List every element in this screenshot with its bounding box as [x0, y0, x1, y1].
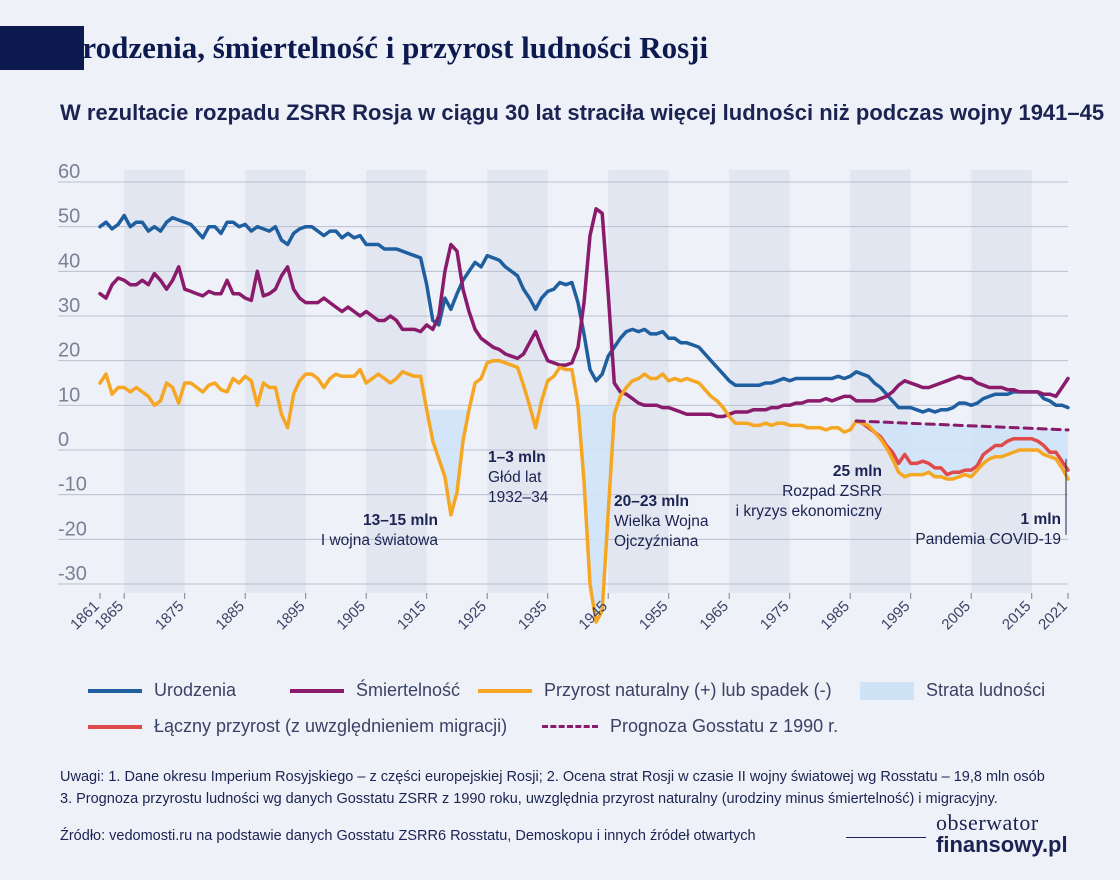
series-line — [98, 207, 1070, 419]
legend-label-natural: Przyrost naturalny (+) lub spadek (-) — [544, 680, 832, 700]
legend-label-total: Łączny przyrost (z uwzględnieniem migrac… — [154, 716, 508, 736]
annotation-text: I wojna światowa — [321, 532, 439, 549]
gridlines — [58, 181, 1069, 599]
shaded-column — [366, 170, 427, 593]
shaded-column — [850, 170, 911, 593]
x-tick-label: 2005 — [938, 598, 974, 634]
brand-logo-line-1: obserwator — [936, 810, 1039, 835]
brand-logo-line-2: finansowy.pl — [936, 832, 1068, 857]
annotation-label: 20–23 mln — [614, 493, 689, 510]
legend-item-births: Urodzenia — [88, 680, 236, 701]
legend-item-total: Łączny przyrost (z uwzględnieniem migrac… — [88, 716, 507, 737]
loss-areas — [426, 405, 1068, 622]
shaded-column — [124, 170, 185, 593]
y-tick-label: -30 — [58, 563, 87, 585]
loss-area — [577, 405, 615, 622]
legend-item-loss: Strata ludności — [860, 680, 1045, 701]
loss-area — [426, 409, 470, 515]
x-tick-label: 1995 — [878, 598, 914, 634]
legend-label-deaths: Śmiertelność — [356, 680, 461, 700]
shaded-column — [971, 170, 1032, 593]
annotation-text: Ojczyźniana — [614, 533, 699, 550]
legend-item-natural: Przyrost naturalny (+) lub spadek (-) — [478, 680, 832, 701]
legend-item-forecast: Prognoza Gosstatu z 1990 r. — [542, 716, 838, 737]
annotations: 13–15 mln I wojna światowa 1–3 mln Głód lat… — [321, 449, 1067, 550]
x-tick-label: 1915 — [394, 598, 430, 634]
series-line — [854, 419, 1070, 477]
annotation-label: 13–15 mln — [363, 512, 438, 529]
legend-swatch-natural — [478, 688, 532, 693]
y-tick-label: 30 — [58, 295, 80, 317]
legend-label-forecast: Prognoza Gosstatu z 1990 r. — [610, 716, 839, 736]
x-tick-label: 1945 — [575, 598, 611, 634]
annotation-text: Wielka Wojna — [614, 513, 709, 530]
y-tick-labels: 60 50 40 30 20 10 0 -10 -20 -30 — [58, 161, 87, 585]
legend-label-births: Urodzenia — [154, 680, 237, 700]
series-line — [98, 213, 1070, 414]
source-note: Źródło: vedomosti.ru na podstawie danych… — [60, 828, 756, 844]
legend-swatch-total — [88, 724, 142, 729]
x-tick-label: 2021 — [1035, 598, 1071, 634]
legend-swatch-births — [88, 688, 142, 693]
annotation-text: Pandemia COVID-19 — [915, 531, 1061, 548]
legend-swatch-forecast — [542, 725, 598, 728]
x-tick-label: 1955 — [636, 598, 672, 634]
page-title: Urodzenia, śmiertelność i przyrost ludno… — [60, 30, 709, 65]
legend-swatch-deaths — [290, 688, 344, 693]
x-tick-label: 2015 — [999, 598, 1035, 634]
y-tick-label: 10 — [58, 384, 80, 406]
shaded-column — [487, 170, 548, 593]
shaded-column — [608, 170, 669, 593]
x-tick-label: 1875 — [152, 598, 188, 634]
y-tick-label: 60 — [58, 161, 80, 183]
annotation-text: i kryzys ekonomiczny — [736, 503, 883, 520]
annotation-label: 1 mln — [1021, 511, 1061, 528]
annotation-text: 1932–34 — [488, 489, 549, 506]
x-tick-label: 1935 — [515, 598, 551, 634]
x-tick-label: 1925 — [454, 598, 490, 634]
annotation-label: 1–3 mln — [488, 449, 546, 466]
note-line-2: 3. Prognoza przyrostu ludności wg danych… — [60, 791, 998, 807]
y-tick-label: 40 — [58, 250, 80, 272]
x-tick-label: 1985 — [817, 598, 853, 634]
y-tick-label: 20 — [58, 340, 80, 362]
y-tick-label: -10 — [58, 474, 87, 496]
legend-label-loss: Strata ludności — [926, 680, 1046, 700]
series-lines — [98, 207, 1070, 624]
notes: Uwagi: 1. Dane okresu Imperium Rosyjskie… — [60, 766, 1110, 810]
x-tick-label: 1895 — [273, 598, 309, 634]
annotation-label: 25 mln — [833, 463, 882, 480]
series-line — [854, 419, 1070, 432]
loss-area — [856, 420, 1068, 480]
x-tick-label: 1865 — [91, 598, 127, 634]
y-tick-label: -20 — [58, 518, 87, 540]
x-tick-label: 1905 — [333, 598, 369, 634]
y-tick-label: 0 — [58, 429, 69, 451]
shaded-columns — [124, 170, 1032, 593]
note-line-1: Uwagi: 1. Dane okresu Imperium Rosyjskie… — [60, 769, 1045, 785]
annotation-text: Głód lat — [488, 469, 542, 486]
legend-swatch-loss — [860, 681, 914, 700]
series-line — [98, 358, 1070, 624]
legend-item-deaths: Śmiertelność — [290, 680, 460, 701]
page-subtitle: W rezultacie rozpadu ZSRR Rosja w ciągu … — [60, 100, 1105, 125]
x-tick-label: 1965 — [696, 598, 732, 634]
annotation-text: Rozpad ZSRR — [782, 483, 882, 500]
y-tick-label: 50 — [58, 206, 80, 228]
x-tick-label: 1975 — [757, 598, 793, 634]
x-tick-label: 1885 — [212, 598, 248, 634]
shaded-column — [245, 170, 306, 593]
title-accent-bar — [0, 26, 84, 70]
source-divider — [846, 837, 926, 838]
